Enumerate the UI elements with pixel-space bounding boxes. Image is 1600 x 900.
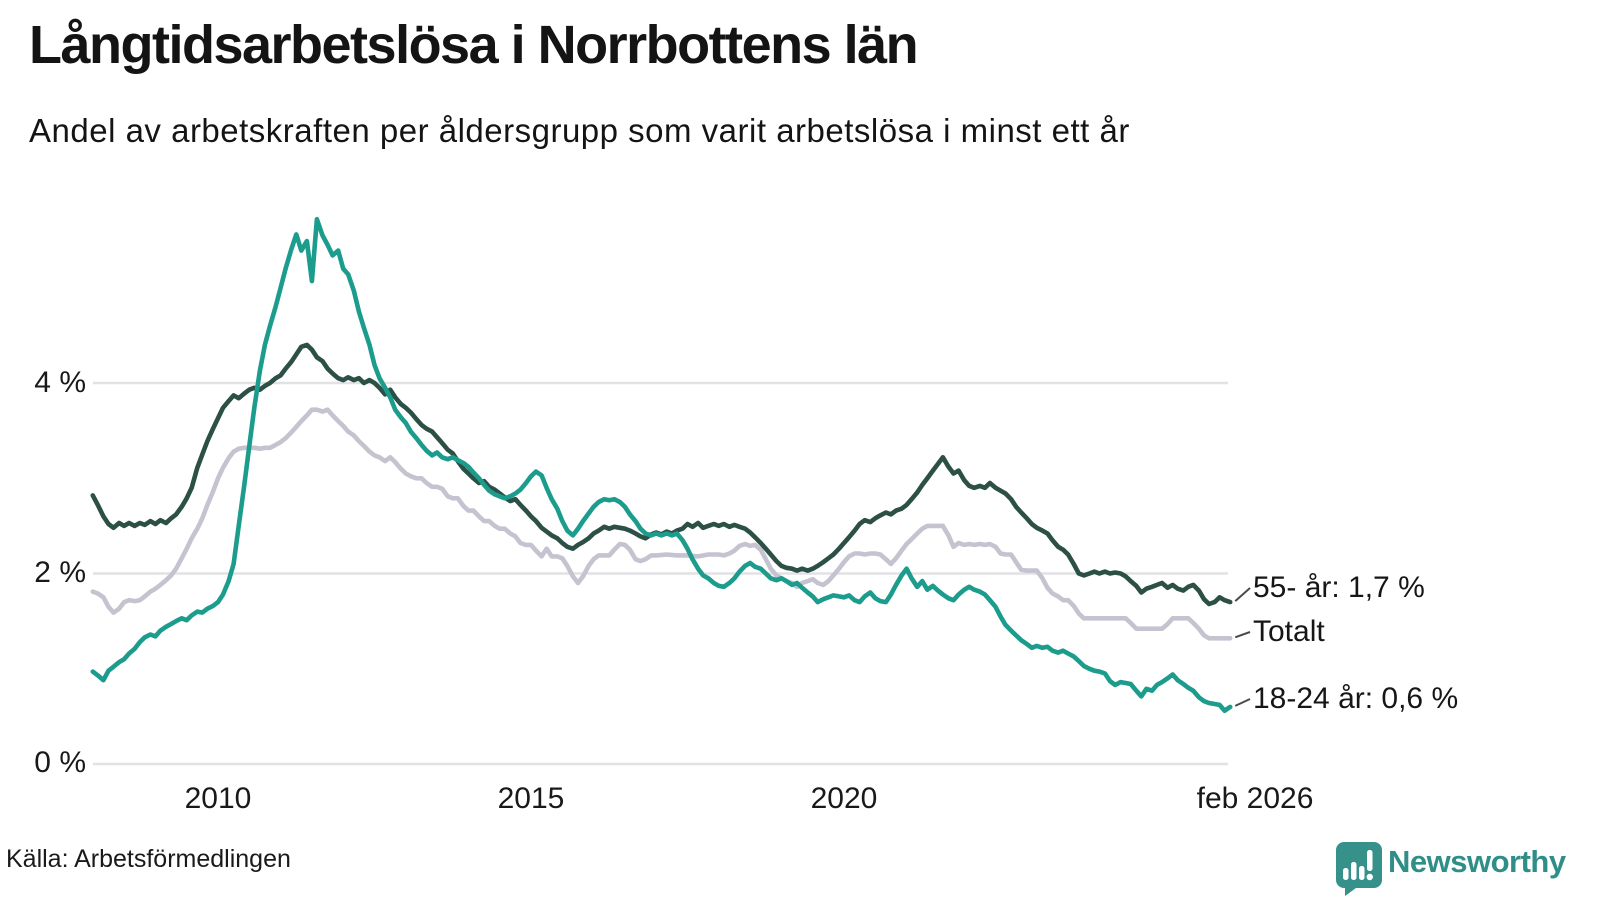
newsworthy-logo-icon [1336, 842, 1382, 896]
x-axis-tick-feb-2026: feb 2026 [1196, 782, 1314, 815]
x-axis-tick-2010: 2010 [184, 782, 252, 815]
series-label-totalt: Totalt [1253, 615, 1325, 648]
y-axis-tick-4: 4 % [34, 366, 86, 399]
label-connector [1234, 631, 1251, 639]
x-axis-tick-2015: 2015 [497, 782, 565, 815]
x-axis-tick-2020: 2020 [810, 782, 878, 815]
series-label-55-ar: 55- år: 1,7 % [1253, 571, 1425, 604]
label-connector [1234, 587, 1251, 602]
page-subtitle: Andel av arbetskraften per åldersgrupp s… [29, 112, 1130, 149]
label-connector [1234, 698, 1251, 707]
series-line-18-24-r [90, 216, 1233, 713]
source-note: Källa: Arbetsförmedlingen [6, 845, 291, 873]
newsworthy-logo: Newsworthy [1334, 840, 1594, 896]
newsworthy-logo-text: Newsworthy [1388, 844, 1566, 879]
series-line-Totalt [90, 407, 1233, 641]
page-title: Långtidsarbetslösa i Norrbottens län [29, 15, 919, 75]
series-label-18-24-ar: 18-24 år: 0,6 % [1253, 682, 1459, 715]
y-axis-tick-2: 2 % [34, 556, 86, 589]
y-axis-tick-0: 0 % [34, 746, 86, 779]
